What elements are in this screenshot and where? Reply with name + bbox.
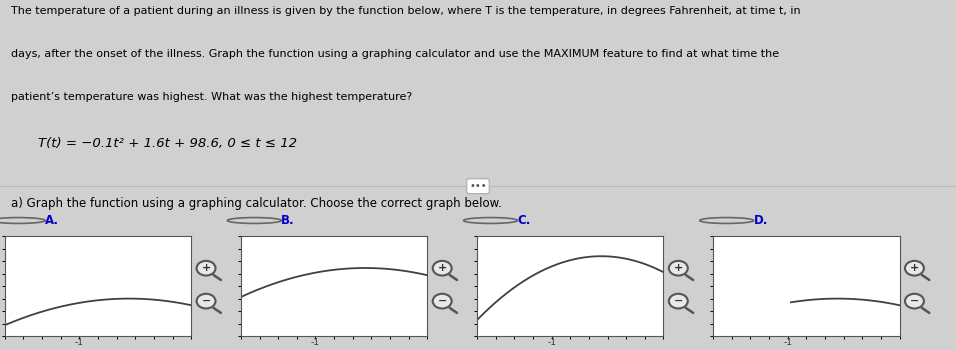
Text: −: − [910, 296, 919, 306]
Text: C.: C. [517, 214, 531, 227]
Text: The temperature of a patient during an illness is given by the function below, w: The temperature of a patient during an i… [11, 6, 801, 16]
Circle shape [433, 261, 451, 275]
Text: •••: ••• [469, 181, 487, 191]
Text: a) Graph the function using a graphing calculator. Choose the correct graph belo: a) Graph the function using a graphing c… [11, 196, 502, 210]
Circle shape [197, 261, 215, 275]
Text: -1: -1 [547, 338, 556, 346]
Text: B.: B. [281, 214, 295, 227]
Circle shape [197, 294, 215, 308]
Text: −: − [674, 296, 683, 306]
Circle shape [433, 294, 451, 308]
Text: A.: A. [45, 214, 59, 227]
Text: T(t) = −0.1t² + 1.6t + 98.6, 0 ≤ t ≤ 12: T(t) = −0.1t² + 1.6t + 98.6, 0 ≤ t ≤ 12 [38, 137, 297, 150]
Text: -1: -1 [311, 338, 320, 346]
Circle shape [669, 261, 687, 275]
Text: +: + [910, 263, 919, 273]
Text: −: − [438, 296, 446, 306]
Circle shape [905, 261, 923, 275]
Text: +: + [438, 263, 446, 273]
Circle shape [669, 294, 687, 308]
Text: -1: -1 [75, 338, 84, 346]
Text: +: + [674, 263, 683, 273]
Circle shape [905, 294, 923, 308]
Text: D.: D. [753, 214, 768, 227]
Text: patient’s temperature was highest. What was the highest temperature?: patient’s temperature was highest. What … [11, 92, 413, 102]
Text: −: − [202, 296, 210, 306]
Text: -1: -1 [783, 338, 793, 346]
Text: +: + [202, 263, 210, 273]
Text: days, after the onset of the illness. Graph the function using a graphing calcul: days, after the onset of the illness. Gr… [11, 49, 779, 59]
